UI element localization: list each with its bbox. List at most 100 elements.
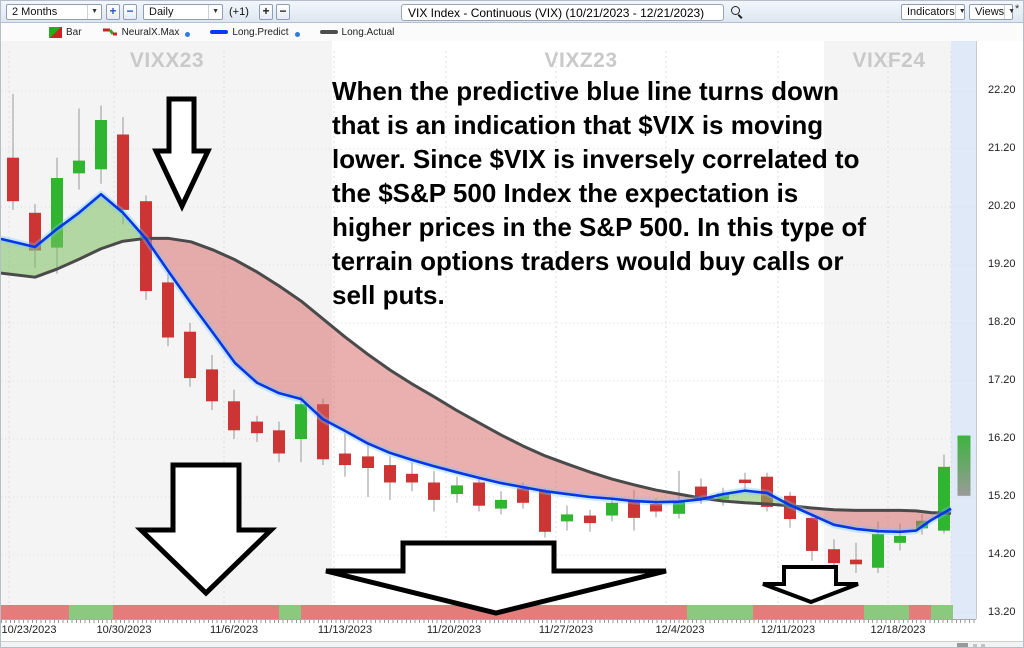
- range-combo[interactable]: 2 Months ▼: [6, 4, 102, 20]
- legend-label: Bar: [66, 26, 82, 38]
- candle-body: [894, 535, 906, 543]
- views-dropdown[interactable]: Views ▼: [969, 4, 1015, 20]
- date-tick-label: 12/11/2023: [760, 624, 816, 636]
- info-dot-icon[interactable]: [185, 31, 191, 37]
- candle-body: [384, 465, 396, 483]
- candle-body: [561, 514, 573, 522]
- info-dot-icon[interactable]: [294, 31, 300, 37]
- price-tick-label: 14.20: [988, 548, 1016, 560]
- candle-body: [673, 501, 685, 514]
- down-arrow-icon: [134, 462, 278, 597]
- candle-body: [428, 482, 440, 500]
- chevron-down-icon: ▼: [87, 5, 101, 19]
- candle-body: [473, 482, 485, 506]
- contract-label-vixx23: VIXX23: [129, 49, 205, 72]
- legend-label: Long.Predict: [232, 26, 289, 38]
- candle-body: [184, 331, 196, 379]
- chart-legend: Bar NeuralX.Max Long.Predict Long.Actual: [1, 23, 1023, 41]
- search-icon[interactable]: [730, 5, 744, 19]
- candle-body: [162, 282, 174, 338]
- legend-item-neuralx[interactable]: NeuralX.Max: [102, 27, 191, 38]
- candle-body: [251, 421, 263, 434]
- contract-label-vixf24: VIXF24: [852, 49, 926, 72]
- date-axis-ticks: [1, 619, 976, 623]
- bar-offset-label: (+1): [229, 6, 249, 18]
- chevron-down-icon: ▼: [954, 5, 969, 19]
- annotation-line: that is an indication that $VIX is movin…: [332, 110, 824, 140]
- plus-button[interactable]: +: [259, 4, 273, 20]
- candle-body: [7, 157, 19, 202]
- status-bar: [1, 641, 1023, 647]
- candle-body: [117, 134, 129, 210]
- candle-body: [628, 499, 640, 518]
- scrollbar-dot: [973, 644, 977, 647]
- indicators-dropdown-label: Indicators: [907, 6, 955, 18]
- legend-item-bar[interactable]: Bar: [49, 26, 82, 38]
- legend-item-actual[interactable]: Long.Actual: [319, 26, 395, 38]
- candle-body: [73, 160, 85, 174]
- date-tick-label: 10/23/2023: [1, 624, 57, 636]
- price-axis: 22.20 21.20 20.20 19.20 18.20 17.20 16.20 15.20…: [976, 41, 1023, 619]
- date-axis-labels: 10/23/2023 10/30/2023 11/6/2023 11/13/2023 1…: [1, 624, 1023, 639]
- resize-handle[interactable]: [957, 643, 968, 647]
- views-dropdown-label: Views: [975, 6, 1005, 18]
- zoom-out-button[interactable]: −: [123, 4, 137, 20]
- candle-body: [539, 491, 551, 532]
- neuralx-legend-icon: [102, 28, 117, 36]
- candle-body: [228, 401, 240, 431]
- chart-plot-area: VIXX23 VIXZ23 VIXF24 When the predictive b…: [1, 41, 976, 619]
- price-tick-label: 15.20: [988, 490, 1016, 502]
- candle-body: [339, 453, 351, 466]
- candle-body: [95, 120, 107, 170]
- candle-body: [784, 495, 796, 520]
- candle-body: [584, 515, 596, 524]
- price-tick-label: 18.20: [988, 316, 1016, 328]
- candle-body: [739, 479, 751, 484]
- candle-body: [140, 201, 152, 292]
- date-tick-label: 11/20/2023: [426, 624, 482, 636]
- price-tick-label: 21.20: [988, 142, 1016, 154]
- annotation-text: When the predictive blue line turns down…: [332, 74, 994, 312]
- candle-body: [451, 485, 463, 495]
- down-arrow-icon: [762, 565, 859, 605]
- candle-body: [362, 456, 374, 468]
- date-tick-label: 11/13/2023: [317, 624, 373, 636]
- annotation-line: lower. Since $VIX is inversely correlate…: [332, 144, 860, 174]
- date-tick-label: 12/4/2023: [655, 624, 705, 636]
- chevron-down-icon: ▼: [208, 5, 222, 19]
- actual-legend-icon: [319, 30, 338, 34]
- price-tick-label: 20.20: [988, 200, 1016, 212]
- date-tick-label: 12/18/2023: [870, 624, 926, 636]
- chevron-down-icon: ▼: [1004, 5, 1018, 19]
- legend-label: Long.Actual: [341, 26, 395, 38]
- date-tick-label: 11/27/2023: [538, 624, 594, 636]
- candle-body: [29, 212, 41, 251]
- range-combo-value: 2 Months: [12, 6, 58, 18]
- legend-label: NeuralX.Max: [121, 26, 180, 38]
- legend-item-predict[interactable]: Long.Predict: [210, 26, 300, 38]
- chart-canvas[interactable]: [1, 41, 976, 619]
- annotation-line: terrain options traders would buy calls …: [332, 246, 844, 276]
- zoom-in-button[interactable]: +: [106, 4, 120, 20]
- interval-combo[interactable]: Daily ▼: [143, 4, 223, 20]
- down-arrow-icon: [325, 540, 667, 616]
- price-tick-label: 16.20: [988, 432, 1016, 444]
- minus-button[interactable]: −: [276, 4, 290, 20]
- candle-body: [806, 517, 818, 551]
- toolbar: 2 Months ▼ + − Daily ▼ (+1) + − VIX Inde…: [1, 1, 1023, 23]
- candle-body: [872, 534, 884, 568]
- future-band: [951, 41, 976, 619]
- date-tick-label: 11/6/2023: [209, 624, 259, 636]
- candle-body: [650, 503, 662, 512]
- candle-body: [295, 404, 307, 439]
- annotation-line: sell puts.: [332, 280, 445, 310]
- candle-body: [850, 559, 862, 565]
- indicators-dropdown[interactable]: Indicators ▼: [901, 4, 966, 20]
- candle-body: [938, 466, 950, 531]
- annotation-line: higher prices in the S&P 500. In this ty…: [332, 212, 867, 242]
- annotation-line: the $S&P 500 Index the expectation is: [332, 178, 799, 208]
- price-tick-label: 19.20: [988, 258, 1016, 270]
- symbol-search-box[interactable]: VIX Index - Continuous (VIX) (10/21/2023…: [401, 4, 724, 21]
- predict-line: [1, 192, 952, 534]
